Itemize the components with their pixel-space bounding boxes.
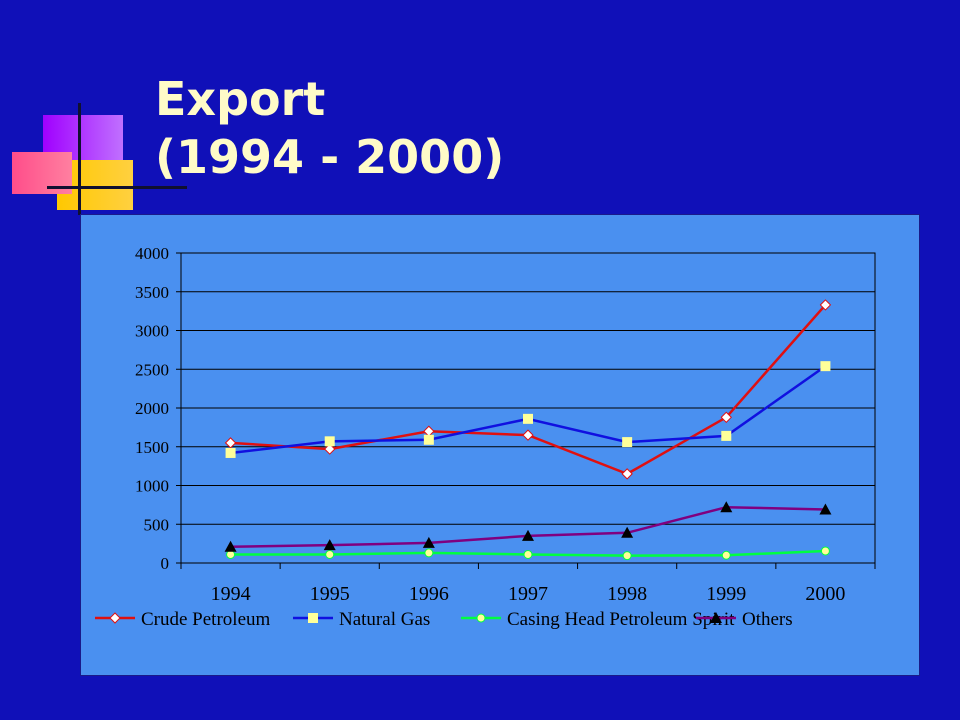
data-point xyxy=(224,437,237,449)
data-point xyxy=(622,437,633,448)
data-point xyxy=(721,430,732,441)
data-point xyxy=(324,436,335,447)
chart-panel: 0 500 1000 1500 2000 2500 3000 3500 4000 1994 1995… xyxy=(80,214,920,676)
data-point xyxy=(820,361,831,372)
legend-label: Crude Petroleum xyxy=(141,609,271,630)
slide-title: Export (1994 - 2000) xyxy=(155,70,504,186)
legend-label: Natural Gas xyxy=(339,609,430,630)
data-point xyxy=(523,413,533,424)
y-tick-label: 3000 xyxy=(135,322,169,341)
data-point xyxy=(224,540,237,552)
title-line-2: (1994 - 2000) xyxy=(155,130,505,184)
data-point xyxy=(622,551,632,561)
x-tick-label: 2000 xyxy=(805,583,845,605)
x-tick-label: 1997 xyxy=(508,583,548,605)
data-point xyxy=(423,434,434,445)
y-tick-label: 4000 xyxy=(135,244,169,263)
x-tick-label: 1998 xyxy=(607,583,647,605)
data-point xyxy=(819,503,832,515)
legend-marker xyxy=(710,612,722,623)
data-point xyxy=(720,411,732,424)
data-point xyxy=(522,529,534,541)
data-point xyxy=(324,443,336,455)
y-tick-label: 1000 xyxy=(135,477,169,496)
data-point xyxy=(820,546,830,556)
data-point xyxy=(325,549,335,559)
data-point xyxy=(621,526,634,538)
data-point xyxy=(720,501,733,513)
y-tick-label: 3500 xyxy=(135,283,169,302)
y-tick-label: 2500 xyxy=(135,360,169,379)
legend-label: Casing Head Petroleum Spirit xyxy=(507,609,735,630)
data-point xyxy=(721,550,731,560)
data-point xyxy=(225,447,236,458)
data-point xyxy=(422,536,435,548)
x-tick-label: 1999 xyxy=(706,583,746,605)
legend-marker xyxy=(109,612,121,624)
y-tick-label: 500 xyxy=(144,515,170,534)
data-point xyxy=(523,549,533,559)
y-tick-label: 1500 xyxy=(135,438,169,457)
decor-line-vertical xyxy=(78,103,81,215)
data-point xyxy=(621,468,633,480)
data-point xyxy=(323,539,336,551)
line-chart: 0 500 1000 1500 2000 2500 3000 3500 4000 1994 1995… xyxy=(95,244,876,630)
x-tick-label: 1994 xyxy=(211,583,251,605)
y-tick-label: 2000 xyxy=(135,399,169,418)
x-tick-label: 1996 xyxy=(409,583,449,605)
data-point xyxy=(424,548,434,558)
legend-label: Others xyxy=(742,609,793,630)
data-point xyxy=(819,299,832,311)
legend-marker xyxy=(476,613,486,623)
legend-marker xyxy=(308,613,318,623)
x-tick-label: 1995 xyxy=(310,583,350,605)
decor-line-horizontal xyxy=(47,186,187,189)
title-line-1: Export xyxy=(155,72,326,126)
data-point xyxy=(522,429,534,441)
y-tick-label: 0 xyxy=(161,554,170,573)
